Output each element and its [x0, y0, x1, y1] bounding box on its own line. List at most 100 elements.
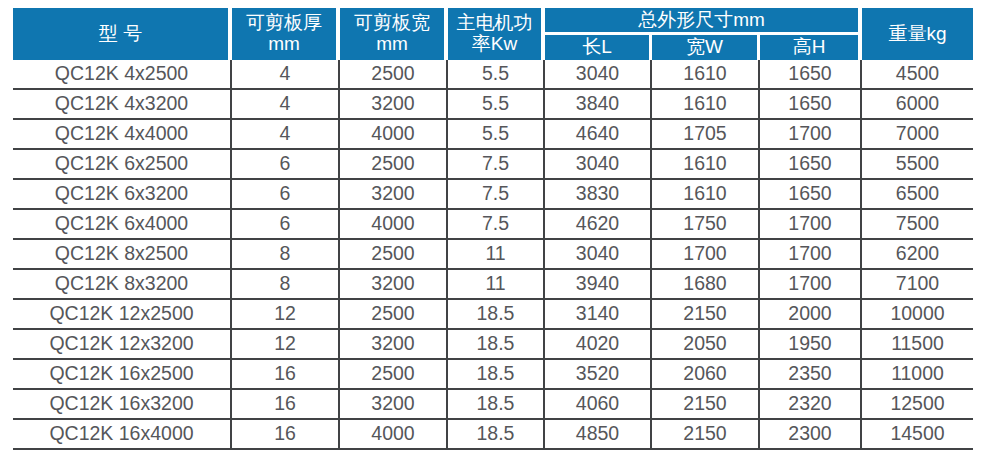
- table-row: QC12K 16x250016250018.535202060235011000: [13, 360, 973, 390]
- cell-width: 2500: [340, 60, 448, 90]
- cell-thickness: 6: [232, 180, 340, 210]
- cell-dim-length: 3840: [545, 90, 652, 120]
- cell-width: 4000: [340, 120, 448, 150]
- cell-dim-height: 1700: [760, 270, 862, 300]
- cell-power: 11: [448, 270, 545, 300]
- cell-thickness: 4: [232, 90, 340, 120]
- cell-power: 5.5: [448, 90, 545, 120]
- cell-thickness: 12: [232, 300, 340, 330]
- cell-weight: 7100: [862, 270, 973, 300]
- cell-power: 5.5: [448, 60, 545, 90]
- cell-model: QC12K 4x2500: [13, 60, 232, 90]
- cell-weight: 4500: [862, 60, 973, 90]
- page: 型 号 可剪板厚 mm 可剪板宽 mm 主电机功 率Kw 总外形尺寸mm 重量k…: [0, 0, 992, 450]
- cell-dim-height: 1700: [760, 210, 862, 240]
- cell-weight: 10000: [862, 300, 973, 330]
- cell-model: QC12K 8x2500: [13, 240, 232, 270]
- cell-power: 18.5: [448, 360, 545, 390]
- cell-weight: 12500: [862, 390, 973, 420]
- cell-model: QC12K 16x3200: [13, 390, 232, 420]
- cell-model: QC12K 4x3200: [13, 90, 232, 120]
- cell-weight: 6500: [862, 180, 973, 210]
- cell-dim-width: 2150: [652, 390, 760, 420]
- table-row: QC12K 4x4000440005.54640170517007000: [13, 120, 973, 150]
- cell-dim-length: 3140: [545, 300, 652, 330]
- cell-model: QC12K 12x3200: [13, 330, 232, 360]
- cell-width: 2500: [340, 300, 448, 330]
- cell-power: 18.5: [448, 420, 545, 450]
- cell-dim-height: 1650: [760, 60, 862, 90]
- cell-dim-height: 1950: [760, 330, 862, 360]
- cell-model: QC12K 16x4000: [13, 420, 232, 450]
- cell-dim-width: 2050: [652, 330, 760, 360]
- cell-width: 3200: [340, 270, 448, 300]
- cell-dim-width: 1700: [652, 240, 760, 270]
- cell-dim-length: 4020: [545, 330, 652, 360]
- cell-dim-height: 1700: [760, 120, 862, 150]
- col-header-width: 可剪板宽 mm: [340, 8, 448, 60]
- cell-thickness: 12: [232, 330, 340, 360]
- table-row: QC12K 8x250082500113040170017006200: [13, 240, 973, 270]
- cell-dim-height: 2350: [760, 360, 862, 390]
- table-row: QC12K 8x320083200113940168017007100: [13, 270, 973, 300]
- cell-weight: 6000: [862, 90, 973, 120]
- table-row: QC12K 16x320016320018.540602150232012500: [13, 390, 973, 420]
- cell-power: 5.5: [448, 120, 545, 150]
- cell-dim-width: 1610: [652, 60, 760, 90]
- cell-weight: 5500: [862, 150, 973, 180]
- cell-model: QC12K 16x2500: [13, 360, 232, 390]
- cell-dim-length: 3040: [545, 240, 652, 270]
- cell-width: 3200: [340, 390, 448, 420]
- cell-weight: 14500: [862, 420, 973, 450]
- table-row: QC12K 6x3200632007.53830161016506500: [13, 180, 973, 210]
- cell-width: 2500: [340, 360, 448, 390]
- col-header-thickness: 可剪板厚 mm: [232, 8, 340, 60]
- cell-thickness: 4: [232, 60, 340, 90]
- cell-model: QC12K 6x3200: [13, 180, 232, 210]
- cell-width: 4000: [340, 420, 448, 450]
- cell-weight: 11000: [862, 360, 973, 390]
- col-header-model: 型 号: [13, 8, 232, 60]
- cell-dim-length: 4060: [545, 390, 652, 420]
- cell-width: 2500: [340, 150, 448, 180]
- cell-dim-length: 4850: [545, 420, 652, 450]
- table-body: QC12K 4x2500425005.53040161016504500QC12…: [13, 60, 973, 450]
- cell-thickness: 16: [232, 390, 340, 420]
- cell-power: 7.5: [448, 180, 545, 210]
- cell-width: 3200: [340, 180, 448, 210]
- cell-dim-width: 2150: [652, 420, 760, 450]
- cell-model: QC12K 6x2500: [13, 150, 232, 180]
- table-row: QC12K 4x3200432005.53840161016506000: [13, 90, 973, 120]
- cell-power: 7.5: [448, 150, 545, 180]
- table-row: QC12K 12x250012250018.531402150200010000: [13, 300, 973, 330]
- cell-dim-width: 1610: [652, 90, 760, 120]
- cell-weight: 7000: [862, 120, 973, 150]
- col-header-weight: 重量kg: [862, 8, 973, 60]
- col-header-dim-height: 高H: [760, 35, 862, 59]
- cell-width: 3200: [340, 330, 448, 360]
- cell-dim-length: 3830: [545, 180, 652, 210]
- cell-width: 4000: [340, 210, 448, 240]
- cell-dim-width: 1705: [652, 120, 760, 150]
- cell-model: QC12K 8x3200: [13, 270, 232, 300]
- cell-thickness: 16: [232, 360, 340, 390]
- table-row: QC12K 6x4000640007.54620175017007500: [13, 210, 973, 240]
- cell-dim-height: 2300: [760, 420, 862, 450]
- cell-dim-height: 2000: [760, 300, 862, 330]
- cell-dim-width: 2060: [652, 360, 760, 390]
- cell-dim-length: 4620: [545, 210, 652, 240]
- cell-power: 7.5: [448, 210, 545, 240]
- col-header-dim-length: 长L: [545, 35, 652, 59]
- cell-weight: 11500: [862, 330, 973, 360]
- table-header: 型 号 可剪板厚 mm 可剪板宽 mm 主电机功 率Kw 总外形尺寸mm 重量k…: [13, 8, 973, 60]
- cell-model: QC12K 6x4000: [13, 210, 232, 240]
- table-row: QC12K 12x320012320018.540202050195011500: [13, 330, 973, 360]
- cell-power: 18.5: [448, 390, 545, 420]
- cell-thickness: 8: [232, 270, 340, 300]
- table-row: QC12K 16x400016400018.548502150230014500: [13, 420, 973, 450]
- cell-dim-length: 3040: [545, 150, 652, 180]
- cell-model: QC12K 12x2500: [13, 300, 232, 330]
- col-header-dimensions: 总外形尺寸mm: [545, 8, 862, 35]
- cell-thickness: 6: [232, 150, 340, 180]
- cell-dim-length: 3940: [545, 270, 652, 300]
